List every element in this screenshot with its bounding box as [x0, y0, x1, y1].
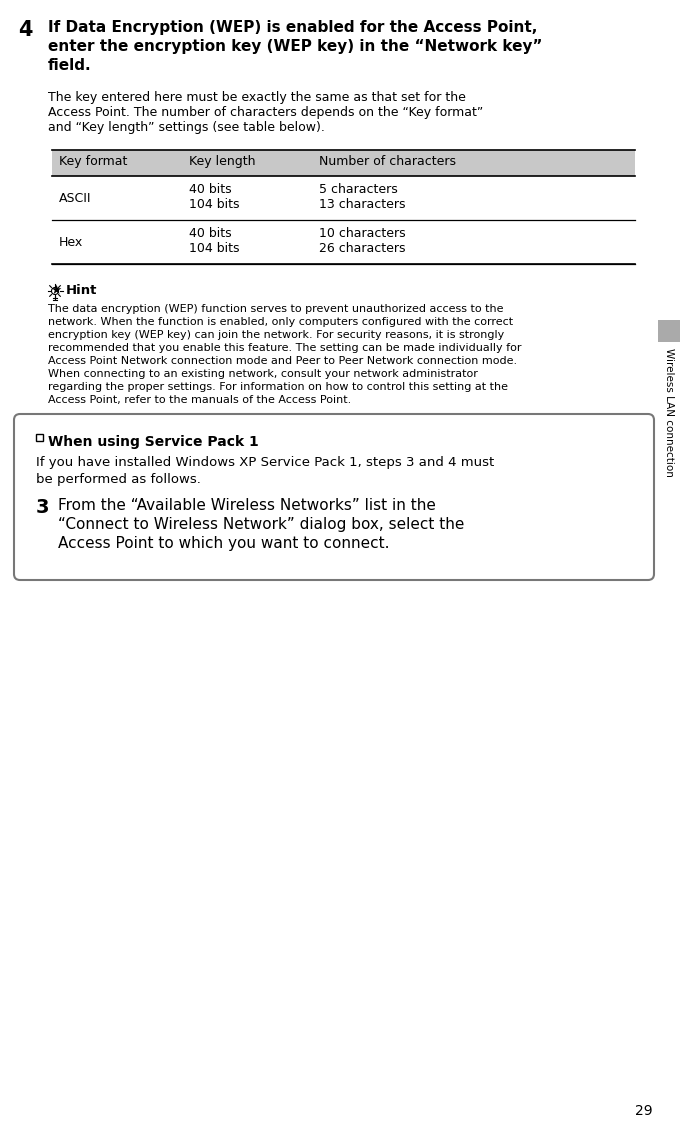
Text: Wireless LAN connection: Wireless LAN connection [664, 348, 674, 477]
Text: field.: field. [48, 58, 91, 73]
Text: “Connect to Wireless Network” dialog box, select the: “Connect to Wireless Network” dialog box… [58, 517, 464, 531]
Text: The data encryption (WEP) function serves to prevent unauthorized access to the: The data encryption (WEP) function serve… [48, 304, 504, 314]
Text: encryption key (WEP key) can join the network. For security reasons, it is stron: encryption key (WEP key) can join the ne… [48, 330, 504, 340]
Text: Access Point Network connection mode and Peer to Peer Network connection mode.: Access Point Network connection mode and… [48, 356, 517, 366]
Text: 29: 29 [635, 1104, 653, 1118]
Text: 40 bits: 40 bits [189, 226, 232, 240]
Text: 3: 3 [36, 498, 49, 517]
Bar [658, 320, 680, 343]
FancyBboxPatch shape [14, 414, 654, 580]
Text: 10 characters: 10 characters [319, 226, 405, 240]
Text: be performed as follows.: be performed as follows. [36, 473, 201, 486]
Text: When connecting to an existing network, consult your network administrator: When connecting to an existing network, … [48, 369, 478, 379]
Text: 13 characters: 13 characters [319, 198, 405, 211]
Text: ★: ★ [50, 284, 61, 297]
Text: recommended that you enable this feature. The setting can be made individually f: recommended that you enable this feature… [48, 343, 521, 353]
Text: regarding the proper settings. For information on how to control this setting at: regarding the proper settings. For infor… [48, 382, 508, 391]
Text: From the “Available Wireless Networks” list in the: From the “Available Wireless Networks” l… [58, 498, 436, 513]
Text: If you have installed Windows XP Service Pack 1, steps 3 and 4 must: If you have installed Windows XP Service… [36, 456, 494, 469]
Text: 104 bits: 104 bits [189, 242, 240, 255]
Text: 104 bits: 104 bits [189, 198, 240, 211]
Text: and “Key length” settings (see table below).: and “Key length” settings (see table bel… [48, 121, 325, 134]
Text: Access Point to which you want to connect.: Access Point to which you want to connec… [58, 536, 390, 551]
Text: ASCII: ASCII [59, 191, 91, 205]
Text: Number of characters: Number of characters [319, 155, 456, 168]
Text: Access Point, refer to the manuals of the Access Point.: Access Point, refer to the manuals of th… [48, 395, 351, 405]
Text: Key format: Key format [59, 155, 127, 168]
Text: network. When the function is enabled, only computers configured with the correc: network. When the function is enabled, o… [48, 318, 513, 327]
Text: 5 characters: 5 characters [319, 183, 398, 196]
Text: If Data Encryption (WEP) is enabled for the Access Point,: If Data Encryption (WEP) is enabled for … [48, 20, 537, 35]
Bar [52, 150, 635, 176]
Text: Access Point. The number of characters depends on the “Key format”: Access Point. The number of characters d… [48, 106, 483, 119]
Text: Key length: Key length [189, 155, 256, 168]
Text: 26 characters: 26 characters [319, 242, 405, 255]
Text: Hint: Hint [66, 284, 98, 297]
Bar [36, 434, 43, 442]
Text: 4: 4 [18, 20, 32, 40]
Text: 40 bits: 40 bits [189, 183, 232, 196]
Text: Hex: Hex [59, 236, 83, 248]
Text: The key entered here must be exactly the same as that set for the: The key entered here must be exactly the… [48, 91, 466, 104]
Text: enter the encryption key (WEP key) in the “Network key”: enter the encryption key (WEP key) in th… [48, 39, 543, 53]
Text: When using Service Pack 1: When using Service Pack 1 [48, 435, 259, 450]
